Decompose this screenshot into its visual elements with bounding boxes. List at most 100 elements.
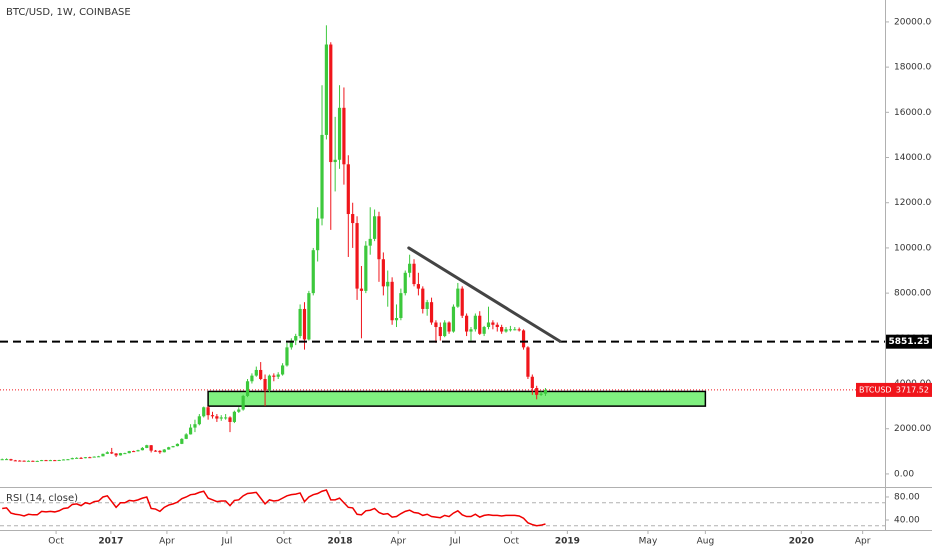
candle-body — [543, 389, 548, 394]
candle-body — [526, 347, 530, 377]
candle-body — [294, 336, 298, 341]
candle-body — [167, 447, 171, 450]
last-price-label: 3717.52 — [896, 385, 929, 394]
candle-body — [96, 456, 101, 458]
candle-body — [210, 415, 215, 417]
candle-body — [140, 447, 144, 451]
candle-body — [372, 216, 377, 239]
candle-body — [272, 375, 276, 377]
candle-body — [381, 259, 385, 287]
candle-body — [346, 164, 350, 215]
candle-body — [22, 460, 26, 462]
chart-title: BTC/USD, 1W, COINBASE — [6, 7, 131, 18]
candle-body — [280, 365, 285, 375]
candle-body — [320, 134, 324, 219]
x-tick-label: Aug — [697, 537, 715, 547]
y-tick-label: 8000.00 — [894, 289, 931, 299]
candle-body — [79, 457, 83, 459]
candle-body — [386, 281, 390, 287]
candle-body — [324, 44, 328, 135]
candle-body — [456, 288, 460, 307]
price-line-label: 5851.25 — [889, 337, 930, 347]
candle-body — [70, 458, 74, 460]
x-tick-label: Oct — [48, 537, 64, 547]
candle-body — [83, 457, 88, 459]
candle-body — [429, 302, 434, 323]
candle-body — [250, 375, 254, 382]
candle-body — [219, 417, 223, 419]
candle-body — [127, 451, 131, 454]
candle-body — [35, 460, 39, 462]
candle-body — [438, 327, 442, 337]
candle-body — [232, 411, 236, 422]
candle-body — [171, 446, 175, 448]
x-tick-label: Oct — [276, 537, 292, 547]
candle-body — [495, 324, 499, 328]
candle-body — [377, 216, 381, 260]
candle-body — [215, 416, 219, 419]
candle-body — [254, 369, 258, 376]
candle-body — [4, 459, 9, 461]
candle-body — [26, 460, 31, 462]
candle-body — [18, 460, 22, 462]
candle-body — [517, 329, 521, 331]
candle-body — [237, 409, 241, 412]
candle-body — [180, 438, 184, 444]
candle-body — [298, 308, 302, 337]
candle-body — [478, 315, 482, 334]
y-tick-label: 20000.00 — [894, 17, 932, 27]
y-tick-label: 12000.00 — [894, 198, 932, 208]
rsi-tick-label: 40.00 — [894, 515, 920, 525]
x-tick-label: Jul — [449, 537, 461, 547]
trend-line — [407, 246, 562, 343]
candle-body — [123, 453, 127, 455]
candle-body — [0, 459, 4, 461]
candle-body — [88, 457, 92, 459]
x-tick-label: Apr — [855, 537, 871, 547]
candle-body — [188, 427, 193, 435]
candle-body — [351, 214, 355, 224]
candle-body — [447, 322, 451, 332]
candle-body — [434, 322, 438, 328]
candle-body — [158, 450, 162, 453]
candle-body — [92, 456, 96, 458]
candle-body — [443, 322, 447, 337]
x-tick-label: Oct — [504, 537, 520, 547]
candle-body — [259, 369, 263, 380]
candle-body — [513, 329, 517, 331]
candle-body — [421, 288, 425, 309]
candle-body — [53, 460, 57, 462]
candle-body — [521, 330, 526, 348]
candle-body — [399, 293, 403, 318]
candle-body — [416, 284, 421, 289]
candle-body — [539, 393, 543, 395]
candle-body — [40, 460, 44, 462]
candle-body — [302, 308, 307, 340]
candle-body — [162, 449, 166, 453]
y-tick-label: 18000.00 — [894, 63, 932, 73]
candle-body — [245, 381, 250, 396]
candle-body — [241, 395, 245, 410]
candle-body — [311, 250, 315, 294]
candle-body — [289, 340, 293, 348]
y-tick-label: 10000.00 — [894, 243, 932, 253]
candle-body — [263, 379, 267, 391]
candle-body — [101, 453, 105, 457]
candle-body — [337, 107, 342, 160]
rsi-line — [2, 489, 546, 527]
rsi-tick-label: 80.00 — [894, 492, 920, 502]
candle-body — [508, 329, 513, 331]
candle-body — [364, 245, 368, 291]
y-tick-label: 2000.00 — [894, 424, 931, 434]
x-tick-label: May — [639, 537, 658, 547]
rsi-title: RSI (14, close) — [6, 493, 78, 504]
candle-body — [473, 315, 477, 330]
candle-body — [193, 424, 197, 428]
price-line-tag — [886, 334, 932, 349]
candle-body — [75, 457, 79, 459]
x-tick-label: 2018 — [327, 537, 352, 547]
candle-body — [342, 107, 346, 165]
candle-body — [368, 238, 372, 246]
